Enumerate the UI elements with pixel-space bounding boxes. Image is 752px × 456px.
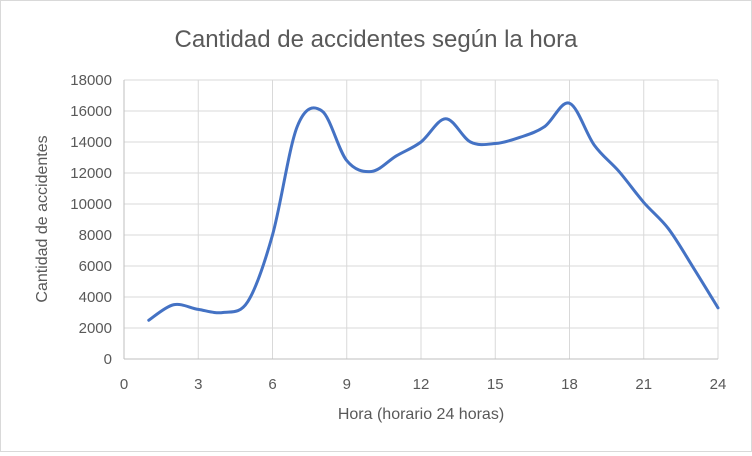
x-tick-label: 12 xyxy=(413,376,430,393)
chart-title: Cantidad de accidentes según la hora xyxy=(175,26,579,53)
y-tick-label: 6000 xyxy=(79,258,112,275)
x-axis-label: Hora (horario 24 horas) xyxy=(338,406,504,423)
series-line xyxy=(147,101,720,322)
y-tick-label: 0 xyxy=(104,351,112,368)
y-tick-label: 4000 xyxy=(79,289,112,306)
x-tick-label: 3 xyxy=(194,376,202,393)
y-tick-label: 12000 xyxy=(70,165,112,182)
y-axis-label: Cantidad de accidentes xyxy=(34,135,51,302)
x-tick-label: 9 xyxy=(343,376,351,393)
y-tick-label: 16000 xyxy=(70,103,112,120)
x-tick-label: 21 xyxy=(635,376,652,393)
x-tick-label: 6 xyxy=(268,376,276,393)
x-tick-label: 0 xyxy=(120,376,128,393)
y-tick-label: 2000 xyxy=(79,320,112,337)
x-tick-label: 24 xyxy=(710,376,727,393)
y-tick-label: 10000 xyxy=(70,196,112,213)
gridlines xyxy=(124,79,719,359)
x-tick-label: 15 xyxy=(487,376,504,393)
y-tick-label: 18000 xyxy=(70,72,112,89)
series-layer xyxy=(147,101,720,322)
x-tick-label: 18 xyxy=(561,376,578,393)
y-tick-label: 14000 xyxy=(70,134,112,151)
y-tick-label: 8000 xyxy=(79,227,112,244)
axes: 0200040006000800010000120001400016000180… xyxy=(70,72,726,393)
